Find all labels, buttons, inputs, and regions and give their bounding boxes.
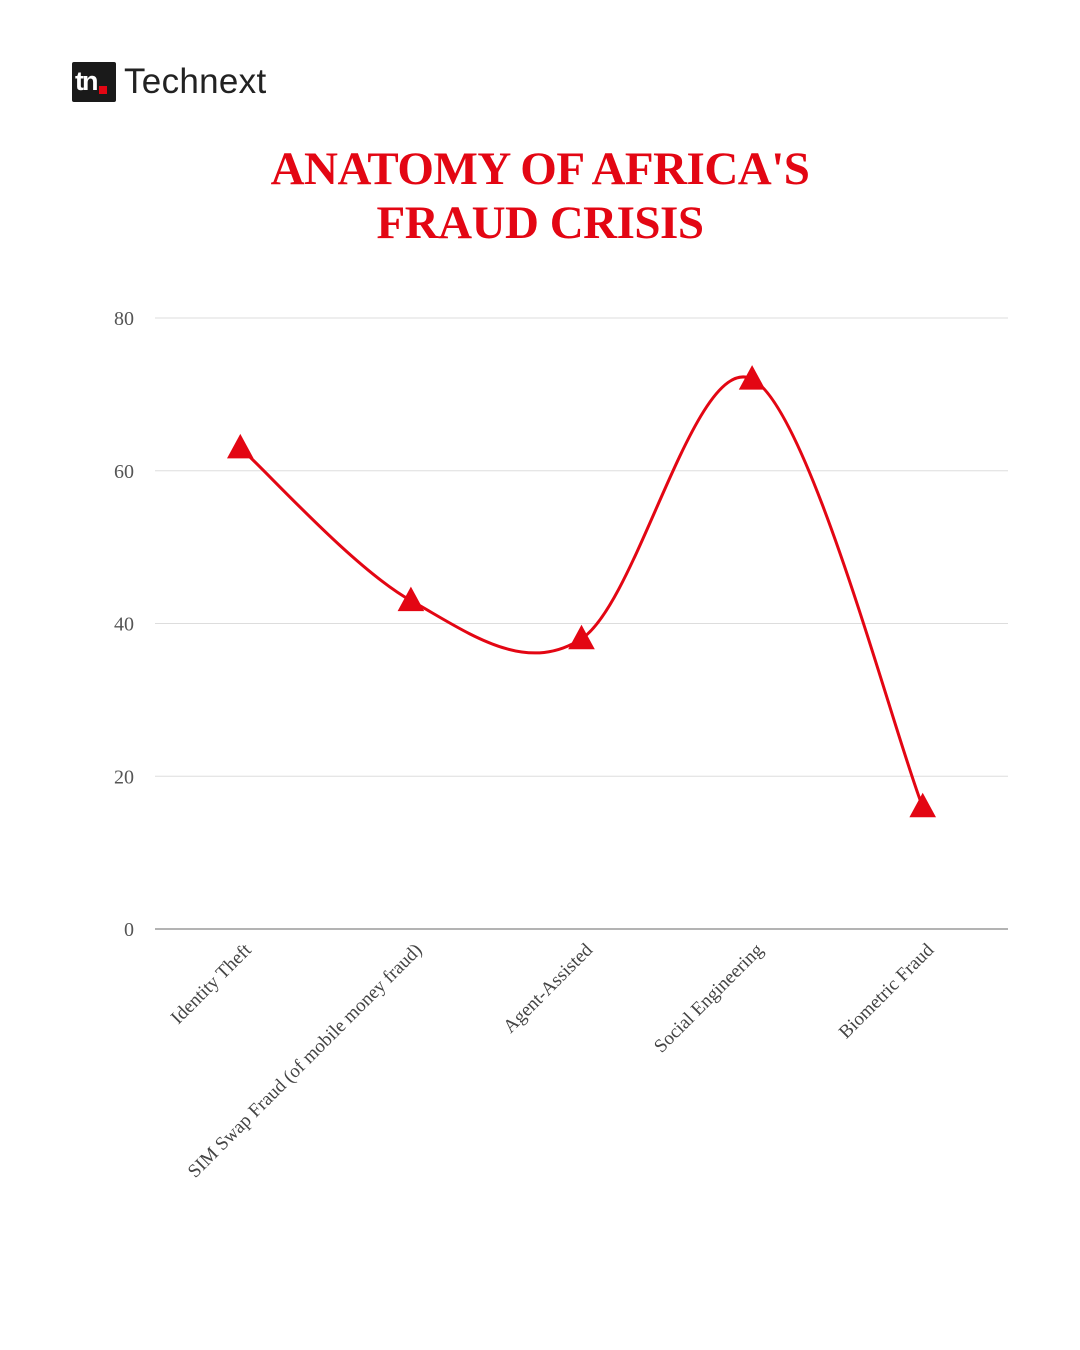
y-tick-label-40: 40 <box>114 614 134 636</box>
data-point-2 <box>397 586 425 612</box>
brand-mark-letters: tn <box>75 66 99 96</box>
chart-title: ANATOMY OF AFRICA'S FRAUD CRISIS <box>0 142 1080 250</box>
data-point-4 <box>738 365 766 390</box>
x-tick-label-4: Social Engineering <box>650 939 768 1057</box>
series-line <box>238 375 925 809</box>
x-tick-label-1: Identity Theft <box>167 939 256 1028</box>
data-point-5 <box>909 792 936 818</box>
data-point-1 <box>227 433 254 459</box>
x-tick-label-5: Biometric Fraud <box>835 939 939 1043</box>
chart-title-line-2: FRAUD CRISIS <box>376 197 704 249</box>
y-tick-label-0: 0 <box>124 919 134 941</box>
y-tick-label-60: 60 <box>114 461 134 483</box>
y-tick-label-80: 80 <box>114 308 134 330</box>
brand-name: Technext <box>124 62 267 101</box>
brand-mark-dot <box>99 86 107 94</box>
brand-logo: tn Technext <box>72 62 267 102</box>
technext-logo-icon: tn <box>72 62 116 102</box>
chart-title-line-1: ANATOMY OF AFRICA'S <box>270 143 810 195</box>
y-tick-label-20: 20 <box>114 766 134 788</box>
data-point-3 <box>568 624 595 650</box>
x-tick-label-3: Agent-Assisted <box>499 939 597 1037</box>
